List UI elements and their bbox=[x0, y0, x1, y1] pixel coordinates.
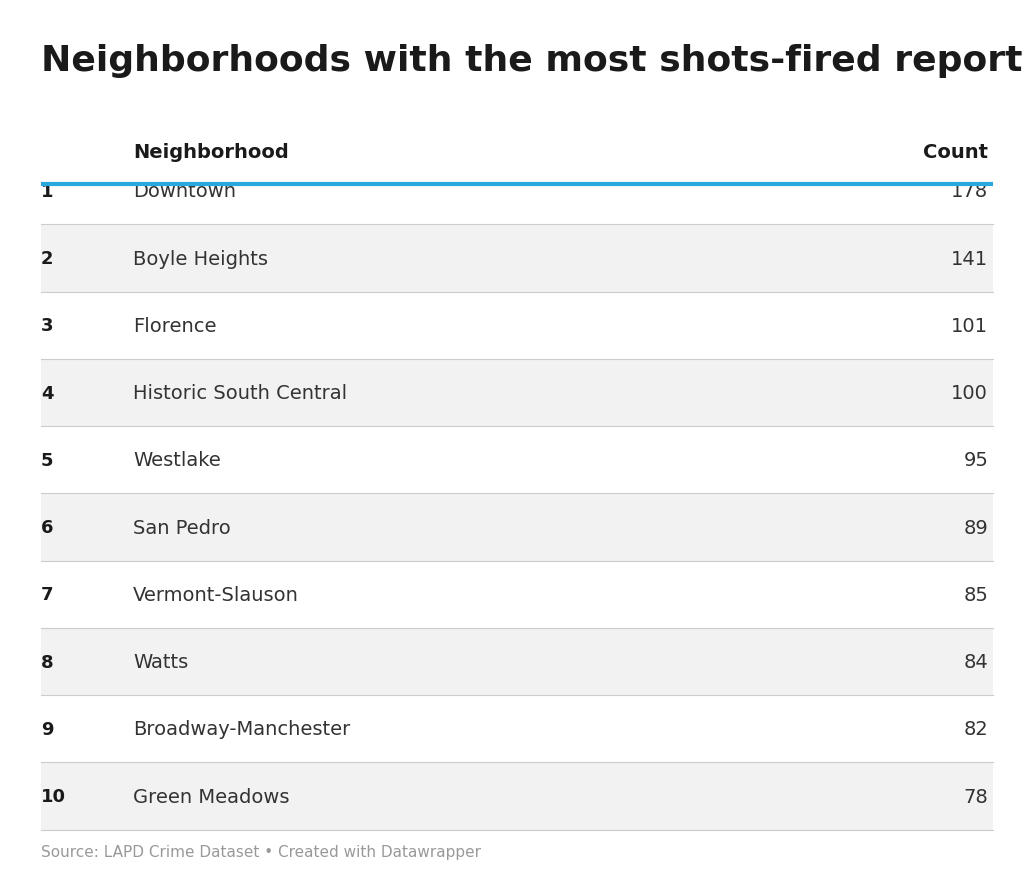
FancyBboxPatch shape bbox=[41, 695, 993, 762]
Text: Neighborhoods with the most shots-fired reports in 2023: Neighborhoods with the most shots-fired … bbox=[41, 44, 1024, 78]
Text: 6: 6 bbox=[41, 519, 53, 536]
Text: Source: LAPD Crime Dataset • Created with Datawrapper: Source: LAPD Crime Dataset • Created wit… bbox=[41, 844, 481, 859]
Text: 100: 100 bbox=[951, 384, 988, 403]
Text: 101: 101 bbox=[951, 316, 988, 335]
Text: Broadway-Manchester: Broadway-Manchester bbox=[133, 719, 350, 738]
Text: Watts: Watts bbox=[133, 652, 188, 672]
Text: 178: 178 bbox=[951, 182, 988, 201]
Text: Historic South Central: Historic South Central bbox=[133, 384, 347, 403]
FancyBboxPatch shape bbox=[41, 292, 993, 360]
Text: Count: Count bbox=[924, 143, 988, 162]
Text: Neighborhood: Neighborhood bbox=[133, 143, 289, 162]
Text: 1: 1 bbox=[41, 183, 53, 200]
Text: 4: 4 bbox=[41, 385, 53, 402]
Text: 9: 9 bbox=[41, 720, 53, 738]
Text: 2: 2 bbox=[41, 250, 53, 268]
Text: Downtown: Downtown bbox=[133, 182, 237, 201]
Text: 7: 7 bbox=[41, 586, 53, 603]
Text: 84: 84 bbox=[964, 652, 988, 672]
Text: San Pedro: San Pedro bbox=[133, 518, 230, 537]
Text: 78: 78 bbox=[964, 787, 988, 806]
Text: 82: 82 bbox=[964, 719, 988, 738]
Text: 95: 95 bbox=[964, 450, 988, 470]
Text: 8: 8 bbox=[41, 653, 53, 671]
FancyBboxPatch shape bbox=[41, 561, 993, 628]
Text: Florence: Florence bbox=[133, 316, 217, 335]
FancyBboxPatch shape bbox=[41, 226, 993, 292]
FancyBboxPatch shape bbox=[41, 628, 993, 695]
FancyBboxPatch shape bbox=[41, 762, 993, 830]
Text: Vermont-Slauson: Vermont-Slauson bbox=[133, 585, 299, 604]
Text: Westlake: Westlake bbox=[133, 450, 221, 470]
Text: 10: 10 bbox=[41, 788, 66, 805]
Text: Boyle Heights: Boyle Heights bbox=[133, 249, 268, 269]
FancyBboxPatch shape bbox=[41, 360, 993, 427]
FancyBboxPatch shape bbox=[41, 493, 993, 561]
Text: 5: 5 bbox=[41, 451, 53, 469]
Text: 141: 141 bbox=[951, 249, 988, 269]
Text: 85: 85 bbox=[964, 585, 988, 604]
FancyBboxPatch shape bbox=[41, 427, 993, 493]
Text: Green Meadows: Green Meadows bbox=[133, 787, 290, 806]
Text: 3: 3 bbox=[41, 317, 53, 335]
Text: 89: 89 bbox=[964, 518, 988, 537]
FancyBboxPatch shape bbox=[41, 158, 993, 226]
